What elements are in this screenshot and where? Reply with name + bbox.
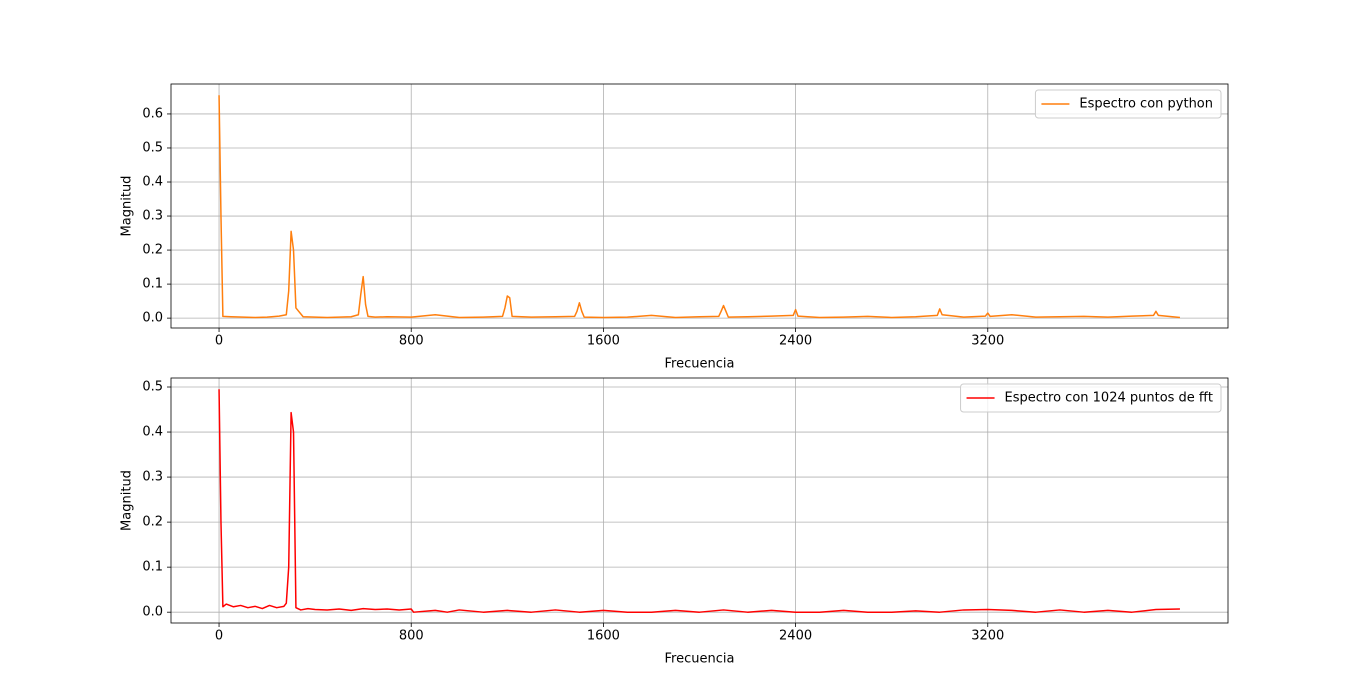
x-tick-label: 800 — [399, 334, 424, 349]
y-tick-label: 0.5 — [142, 380, 163, 395]
x-tick-label: 3200 — [971, 334, 1004, 349]
y-tick-label: 0.0 — [142, 605, 163, 620]
legend-label: Espectro con python — [1079, 97, 1213, 112]
legend-box — [1034, 89, 1222, 119]
y-tick-label: 0.5 — [142, 140, 163, 155]
legend: Espectro con 1024 puntos de fft — [960, 383, 1222, 413]
y-axis-label: Magnitud — [120, 470, 135, 531]
y-tick-label: 0.4 — [142, 425, 163, 440]
legend: Espectro con python — [1034, 89, 1222, 119]
y-tick-label: 0.0 — [142, 311, 163, 326]
y-tick-label: 0.2 — [142, 243, 163, 258]
legend-label: Espectro con 1024 puntos de fft — [1005, 391, 1213, 406]
x-tick-label: 1600 — [587, 629, 620, 644]
x-axis-label: Frecuencia — [665, 357, 735, 372]
y-axis-label: Magnitud — [120, 176, 135, 237]
x-tick-label: 0 — [215, 334, 223, 349]
axes-frame — [170, 377, 1229, 624]
axes-frame — [170, 83, 1229, 329]
legend-box — [960, 383, 1222, 413]
y-tick-label: 0.1 — [142, 277, 163, 292]
series-line — [218, 95, 1181, 319]
x-tick-label: 800 — [399, 629, 424, 644]
y-tick-label: 0.6 — [142, 106, 163, 121]
series-line — [218, 389, 1180, 613]
x-tick-label: 3200 — [971, 629, 1004, 644]
x-tick-label: 2400 — [779, 629, 812, 644]
x-axis-label: Frecuencia — [665, 652, 735, 667]
y-tick-label: 0.3 — [142, 209, 163, 224]
x-tick-label: 1600 — [587, 334, 620, 349]
y-tick-label: 0.2 — [142, 515, 163, 530]
x-tick-label: 0 — [215, 629, 223, 644]
y-tick-label: 0.3 — [142, 470, 163, 485]
x-tick-label: 2400 — [779, 334, 812, 349]
y-tick-label: 0.1 — [142, 560, 163, 575]
y-tick-label: 0.4 — [142, 175, 163, 190]
